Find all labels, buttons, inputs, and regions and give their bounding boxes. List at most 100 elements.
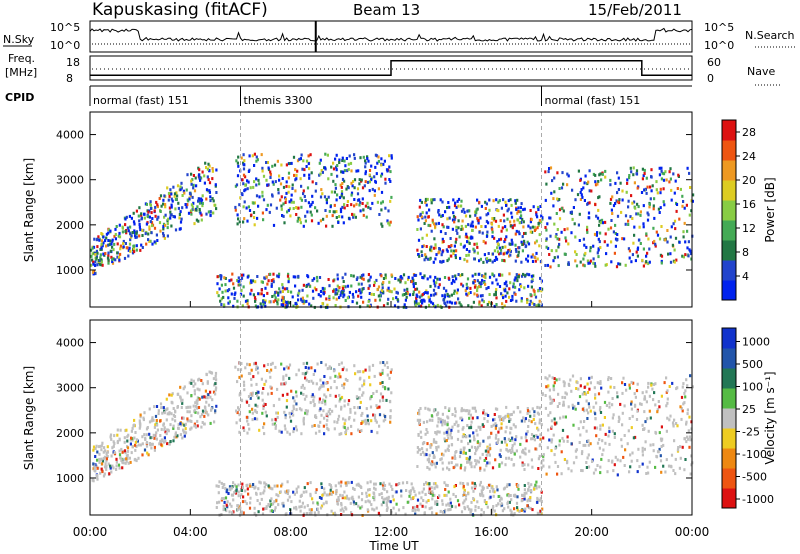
range-gate-cell bbox=[595, 214, 598, 218]
range-gate-cell bbox=[540, 490, 543, 494]
range-gate-cell bbox=[554, 446, 557, 450]
range-gate-cell bbox=[177, 427, 180, 430]
range-gate-cell bbox=[233, 293, 236, 296]
range-gate-cell bbox=[414, 493, 417, 497]
range-gate-cell bbox=[628, 249, 631, 253]
range-gate-cell bbox=[343, 179, 346, 183]
range-gate-cell bbox=[197, 199, 200, 203]
range-gate-cell bbox=[465, 235, 468, 239]
range-gate-cell bbox=[181, 416, 184, 420]
range-gate-cell bbox=[440, 214, 443, 218]
range-gate-cell bbox=[610, 208, 613, 212]
range-gate-cell bbox=[266, 183, 269, 187]
range-gate-cell bbox=[252, 483, 255, 486]
range-gate-cell bbox=[424, 493, 427, 496]
range-gate-cell bbox=[424, 505, 427, 509]
range-gate-cell bbox=[498, 418, 502, 422]
range-gate-cell bbox=[353, 502, 356, 506]
range-gate-cell bbox=[435, 448, 438, 452]
range-gate-cell bbox=[534, 447, 537, 451]
range-gate-cell bbox=[158, 221, 162, 225]
range-gate-cell bbox=[200, 425, 203, 429]
range-gate-cell bbox=[332, 210, 335, 214]
range-gate-cell bbox=[339, 293, 342, 297]
range-gate-cell bbox=[164, 213, 167, 217]
range-gate-cell bbox=[511, 438, 514, 442]
freq-panel: Freq. [MHz] 18 8 60 0 Nave bbox=[5, 52, 780, 86]
range-gate-cell bbox=[169, 423, 172, 427]
range-gate-cell bbox=[134, 443, 137, 447]
range-gate-cell bbox=[457, 204, 460, 208]
range-gate-cell bbox=[140, 217, 143, 221]
range-gate-cell bbox=[533, 290, 536, 293]
range-gate-cell bbox=[141, 234, 144, 237]
range-gate-cell bbox=[414, 287, 417, 291]
range-gate-cell bbox=[492, 488, 495, 491]
range-gate-cell bbox=[118, 449, 121, 453]
range-gate-cell bbox=[538, 233, 541, 237]
cpid-segment-label: normal (fast) 151 bbox=[93, 94, 189, 107]
range-gate-cell bbox=[237, 164, 240, 168]
range-gate-cell bbox=[533, 229, 536, 232]
range-gate-cell bbox=[355, 483, 358, 487]
range-gate-cell bbox=[156, 205, 159, 209]
range-gate-cell bbox=[375, 404, 378, 408]
range-gate-cell bbox=[352, 274, 355, 278]
range-gate-cell bbox=[103, 472, 106, 476]
range-gate-cell bbox=[282, 214, 285, 218]
range-gate-cell bbox=[465, 457, 468, 461]
range-gate-cell bbox=[650, 383, 653, 387]
range-gate-cell bbox=[262, 294, 265, 298]
range-gate-cell bbox=[671, 243, 674, 247]
range-gate-cell bbox=[434, 246, 437, 250]
range-gate-cell bbox=[294, 505, 298, 509]
range-gate-cell bbox=[609, 197, 613, 201]
range-gate-cell bbox=[326, 367, 329, 371]
range-gate-cell bbox=[238, 418, 241, 422]
range-gate-cell bbox=[687, 240, 690, 244]
y-tick-label: 4000 bbox=[56, 129, 84, 142]
range-gate-cell bbox=[682, 230, 685, 234]
range-gate-cell bbox=[588, 169, 591, 173]
range-gate-cell bbox=[479, 456, 482, 460]
range-gate-cell bbox=[241, 178, 244, 182]
range-gate-cell bbox=[434, 431, 437, 434]
range-gate-cell bbox=[447, 461, 451, 465]
range-gate-cell bbox=[301, 383, 304, 387]
range-gate-cell bbox=[296, 219, 299, 223]
range-gate-cell bbox=[221, 290, 224, 294]
range-gate-cell bbox=[529, 293, 532, 297]
range-gate-cell bbox=[261, 166, 264, 170]
range-gate-cell bbox=[647, 385, 650, 389]
range-gate-cell bbox=[491, 230, 494, 234]
range-gate-cell bbox=[462, 433, 465, 437]
range-gate-cell bbox=[487, 414, 490, 417]
range-gate-cell bbox=[159, 194, 163, 198]
range-gate-cell bbox=[356, 276, 359, 280]
range-gate-cell bbox=[474, 508, 477, 512]
range-gate-cell bbox=[352, 180, 355, 183]
range-gate-cell bbox=[367, 488, 370, 492]
range-gate-cell bbox=[634, 435, 637, 439]
range-gate-cell bbox=[341, 287, 345, 290]
range-gate-cell bbox=[361, 186, 365, 190]
range-gate-cell bbox=[570, 389, 573, 393]
range-gate-cell bbox=[453, 292, 456, 295]
range-gate-cell bbox=[423, 482, 426, 486]
range-gate-cell bbox=[501, 294, 504, 298]
range-gate-cell bbox=[601, 453, 604, 457]
range-gate-cell bbox=[606, 243, 609, 247]
range-gate-cell bbox=[586, 228, 589, 232]
range-gate-cell bbox=[456, 291, 459, 295]
range-gate-cell bbox=[246, 431, 249, 435]
range-gate-cell bbox=[374, 487, 377, 491]
range-gate-cell bbox=[343, 426, 346, 430]
range-gate-cell bbox=[446, 433, 449, 437]
range-gate-cell bbox=[115, 464, 118, 468]
range-gate-cell bbox=[425, 203, 428, 207]
range-gate-cell bbox=[421, 450, 425, 454]
range-gate-cell bbox=[321, 192, 324, 196]
range-gate-cell bbox=[318, 397, 321, 401]
range-gate-cell bbox=[190, 378, 193, 382]
